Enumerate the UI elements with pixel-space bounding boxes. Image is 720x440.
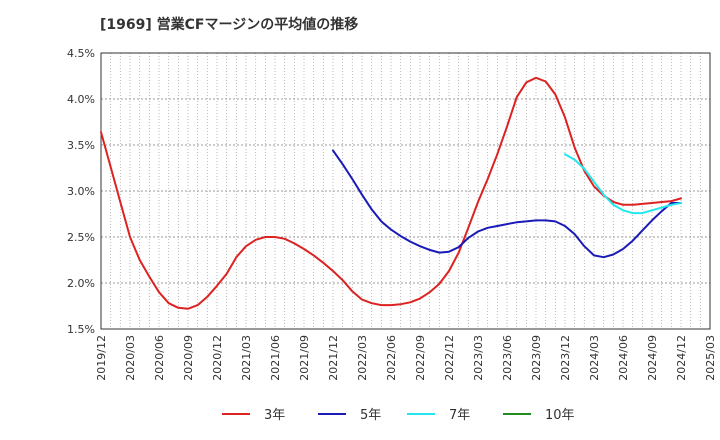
y-tick-label: 1.5%	[67, 323, 95, 336]
y-tick-label: 4.0%	[67, 93, 95, 106]
y-tick-label: 2.5%	[67, 231, 95, 244]
x-tick-label: 2025/03	[704, 335, 717, 381]
x-tick-label: 2021/09	[298, 335, 311, 381]
x-tick-label: 2022/09	[414, 335, 427, 381]
legend-label-2: 7年	[449, 408, 470, 423]
x-tick-label: 2022/12	[443, 335, 456, 381]
y-tick-label: 3.0%	[67, 185, 95, 198]
x-tick-label: 2021/12	[327, 335, 340, 381]
x-tick-label: 2023/03	[472, 335, 485, 381]
chart-title: [1969] 営業CFマージンの平均値の推移	[100, 17, 359, 33]
axes: 1.5% 2.0% 2.5% 3.0% 3.5% 4.0% 4.5% 2019/12 2020/…	[67, 47, 717, 381]
grid	[100, 52, 711, 330]
y-tick-label: 3.5%	[67, 139, 95, 152]
series-line-0	[100, 76, 682, 310]
plot-series	[100, 76, 682, 310]
x-tick-label: 2024/12	[675, 335, 688, 381]
x-tick-label: 2020/03	[124, 335, 137, 381]
x-tick-label: 2020/06	[153, 335, 166, 381]
x-tick-label: 2019/12	[95, 335, 108, 381]
legend-label-3: 10年	[545, 408, 575, 423]
x-tick-label: 2023/06	[501, 335, 514, 381]
x-tick-label: 2024/03	[588, 335, 601, 381]
x-tick-label: 2021/06	[269, 335, 282, 381]
x-tick-label: 2024/06	[617, 335, 630, 381]
x-tick-label: 2020/09	[182, 335, 195, 381]
plot-frame	[100, 52, 711, 330]
legend-label-1: 5年	[360, 408, 381, 423]
legend-label-0: 3年	[264, 408, 285, 423]
x-tick-label: 2020/12	[211, 335, 224, 381]
y-tick-label: 4.5%	[67, 47, 95, 60]
x-tick-label: 2021/03	[240, 335, 253, 381]
series-line-2	[564, 153, 682, 215]
y-tick-label: 2.0%	[67, 277, 95, 290]
x-tick-label: 2024/09	[646, 335, 659, 381]
x-tick-label: 2023/09	[530, 335, 543, 381]
x-tick-label: 2022/06	[385, 335, 398, 381]
x-tick-label: 2022/03	[356, 335, 369, 381]
series-line-1	[332, 149, 682, 259]
x-tick-label: 2023/12	[559, 335, 572, 381]
legend: 3年 5年 7年 10年	[222, 408, 575, 423]
